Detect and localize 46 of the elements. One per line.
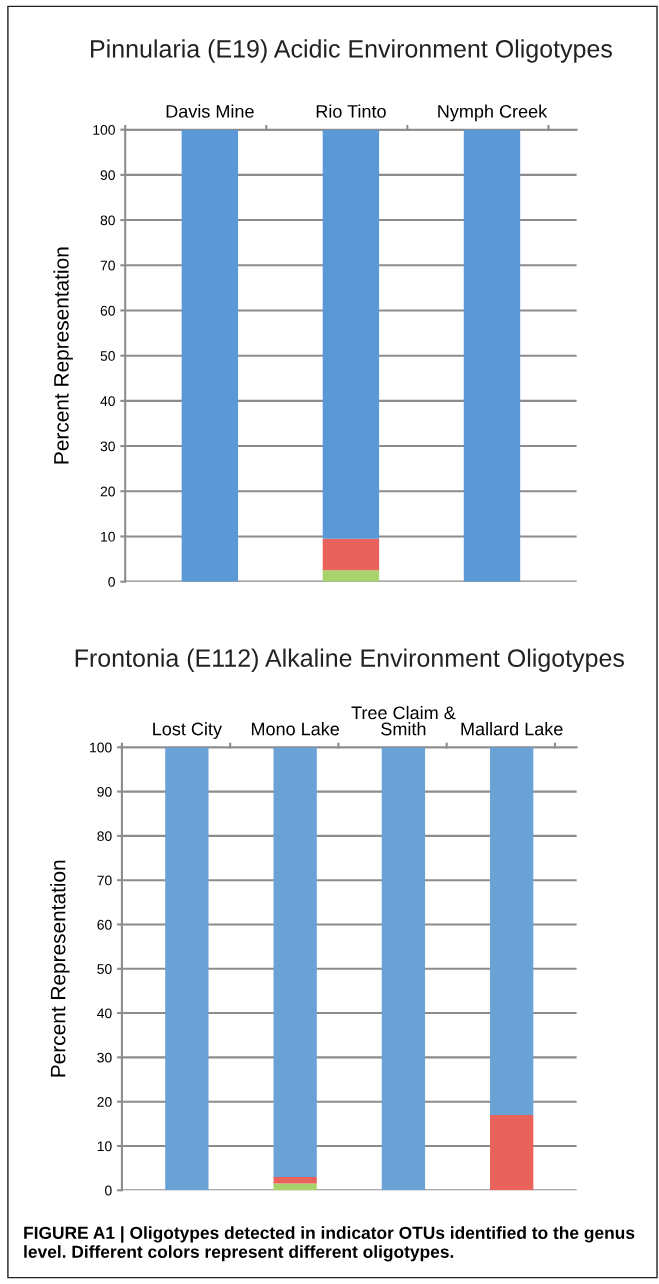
bar [381,747,426,1191]
y-tick-label: 30 [100,441,115,452]
y-tick-label: 50 [100,351,115,361]
y-tick-label: 10 [101,531,115,542]
y-tick-label: 40 [100,396,115,407]
bar [322,129,380,539]
y-tick-label: 0 [105,1185,112,1196]
y-tick-label: 100 [90,742,112,753]
y-tick-label: 40 [97,1008,112,1019]
bar [181,129,239,582]
y-axis-title: Percent Representation [50,860,70,1077]
y-tick-label: 0 [108,576,115,587]
y-tick-label: 90 [97,786,112,797]
y-tick-label: 30 [97,1052,112,1063]
x-tick-label: Davis Mine [166,104,254,118]
y-tick-label: 60 [100,305,115,316]
bar [322,570,380,582]
y-tick-label: 70 [97,875,112,886]
y-tick-label: 50 [97,964,112,974]
bar [273,747,317,1177]
y-tick-label: 20 [100,486,115,497]
chart-title: Frontonia (E112) Alkaline Environment Oligotypes [75,648,624,672]
bar [273,1176,317,1184]
x-tick-label: Mono Lake [251,722,340,736]
bar [490,747,534,1115]
x-tick-label: Nymph Creek [438,104,548,122]
chart-title: Pinnularia (E19) Acidic Environment Oligotypes [91,39,612,63]
bar [165,747,209,1191]
bar [463,129,521,582]
y-tick-label: 80 [97,831,112,842]
y-tick-label: 20 [97,1097,112,1107]
bar [322,538,380,571]
y-tick-label: 70 [100,260,115,271]
x-tick-label: Tree Claim & Smith [351,705,456,736]
y-tick-label: 90 [100,170,115,181]
y-tick-label: 80 [100,215,115,226]
x-tick-label: Mallard Lake [461,722,563,736]
y-axis-title: Percent Representation [53,247,73,464]
y-tick-label: 60 [97,919,112,930]
x-tick-label: Lost City [153,722,222,739]
y-tick-label: 100 [93,125,115,135]
y-tick-label: 10 [97,1141,112,1152]
x-tick-label: Rio Tinto [316,104,386,118]
bar [490,1114,534,1191]
caption: FIGURE A1 | Oligotypes detected in indicator OTUs identified to the genus level. Different colors represent different oligotypes. [24,1226,635,1262]
bar [273,1183,317,1191]
